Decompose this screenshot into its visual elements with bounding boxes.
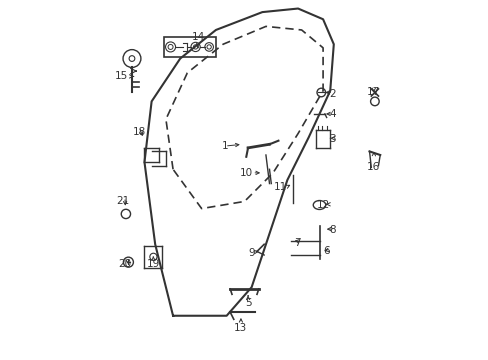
Text: 11: 11 [273,182,286,192]
Text: 14: 14 [191,32,204,42]
Text: 15: 15 [115,71,128,81]
Text: 21: 21 [116,197,129,206]
Text: 10: 10 [240,168,253,178]
Text: 3: 3 [328,134,335,144]
Text: 13: 13 [234,323,247,333]
Text: 12: 12 [316,200,329,210]
Text: 6: 6 [323,247,329,256]
Text: 2: 2 [328,89,335,99]
Text: 9: 9 [247,248,254,258]
Text: 20: 20 [118,259,131,269]
Text: 16: 16 [366,162,380,172]
Bar [164,37,216,57]
Text: 17: 17 [366,87,380,98]
Text: 18: 18 [132,127,145,137]
Text: 5: 5 [244,298,251,308]
Text: 7: 7 [294,238,300,248]
Text: 8: 8 [328,225,335,235]
Text: 19: 19 [146,259,160,269]
Text: 4: 4 [328,109,335,119]
Text: 1: 1 [222,141,228,151]
